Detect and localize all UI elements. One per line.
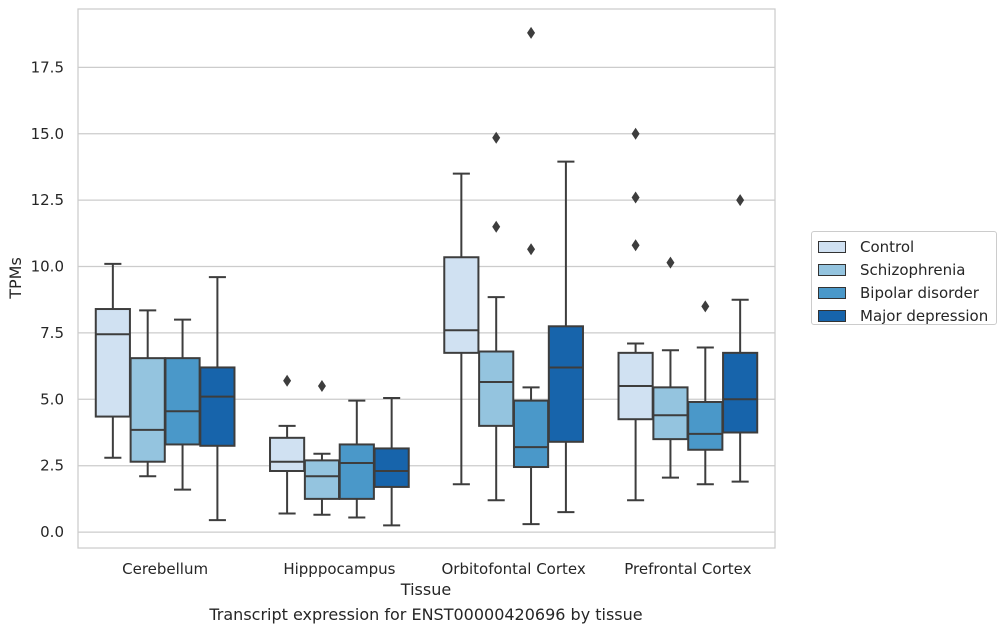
legend-swatch: [818, 286, 846, 299]
outlier-point: [736, 194, 745, 207]
outlier-point: [283, 374, 292, 387]
y-tick-label: 17.5: [31, 58, 64, 76]
legend-label: Control: [860, 237, 915, 256]
outlier-point: [527, 243, 536, 256]
box-bipolar-disorder: [687, 300, 724, 486]
x-axis-label: Tissue: [400, 580, 451, 599]
box-iqr: [478, 350, 515, 427]
box-iqr: [269, 436, 306, 472]
box-iqr: [547, 325, 584, 443]
box-iqr: [512, 399, 550, 469]
box-bipolar-disorder: [164, 318, 201, 491]
box-bipolar-disorder: [512, 26, 550, 526]
legend-item: Bipolar disorder: [818, 281, 996, 304]
chart-caption: Transcript expression for ENST0000042069…: [209, 605, 643, 624]
box-schizophrenia: [652, 256, 689, 479]
y-tick-label: 7.5: [40, 324, 64, 342]
outlier-point: [631, 239, 640, 252]
box-major-depression: [199, 276, 236, 522]
box-iqr: [94, 308, 131, 418]
box-iqr: [443, 256, 480, 354]
outlier-point: [631, 127, 640, 140]
box-schizophrenia: [303, 380, 341, 516]
box-major-depression: [373, 396, 410, 527]
y-tick-label: 0.0: [40, 523, 64, 541]
box-control: [269, 374, 306, 515]
outlier-point: [492, 220, 501, 233]
box-iqr: [338, 443, 375, 500]
y-tick-label: 15.0: [31, 125, 64, 143]
outlier-point: [666, 256, 675, 269]
box-major-depression: [722, 194, 759, 483]
box-iqr: [129, 357, 166, 463]
outlier-point: [527, 26, 536, 39]
x-tick-label: Hipppocampus: [283, 560, 395, 578]
box-iqr: [687, 400, 724, 451]
x-tick-label: Orbitofontal Cortex: [442, 560, 586, 578]
legend-label: Schizophrenia: [860, 260, 966, 279]
box-iqr: [164, 357, 201, 446]
legend-swatch: [818, 309, 846, 322]
legend-item: Schizophrenia: [818, 258, 996, 281]
box-control: [443, 172, 480, 486]
legend: Control Schizophrenia Bipolar disorder Majo…: [811, 231, 997, 325]
x-tick-label: Cerebellum: [122, 560, 208, 578]
plot-frame: [77, 8, 776, 549]
box-series: [94, 26, 759, 527]
box-iqr: [373, 447, 410, 488]
outlier-point: [317, 380, 326, 393]
box-control: [617, 127, 654, 502]
outlier-point: [631, 191, 640, 204]
box-bipolar-disorder: [338, 399, 375, 519]
box-control: [94, 262, 131, 459]
outlier-point: [701, 300, 710, 313]
y-tick-label: 5.0: [40, 390, 64, 408]
x-tick-labels: Cerebellum Hipppocampus Orbitofontal Corte…: [122, 560, 751, 578]
outlier-point: [492, 131, 501, 144]
box-major-depression: [547, 160, 584, 514]
y-tick-label: 12.5: [31, 191, 64, 209]
box-schizophrenia: [129, 309, 166, 478]
y-tick-label: 2.5: [40, 457, 64, 475]
box-iqr: [199, 366, 236, 447]
box-iqr: [303, 459, 341, 500]
y-axis-label: TPMs: [6, 257, 25, 300]
box-iqr: [722, 351, 759, 434]
x-tick-label: Prefrontal Cortex: [624, 560, 751, 578]
legend-item: Major depression: [818, 304, 996, 327]
box-schizophrenia: [478, 131, 515, 502]
legend-label: Bipolar disorder: [860, 283, 979, 302]
y-tick-label: 10.0: [31, 258, 64, 276]
legend-swatch: [818, 240, 846, 253]
legend-swatch: [818, 263, 846, 276]
legend-item: Control: [818, 235, 996, 258]
box-iqr: [652, 386, 689, 441]
y-tick-labels: 0.0 2.5 5.0 7.5 10.0 12.5 15.0 17.5: [31, 58, 64, 541]
legend-label: Major depression: [860, 306, 989, 325]
